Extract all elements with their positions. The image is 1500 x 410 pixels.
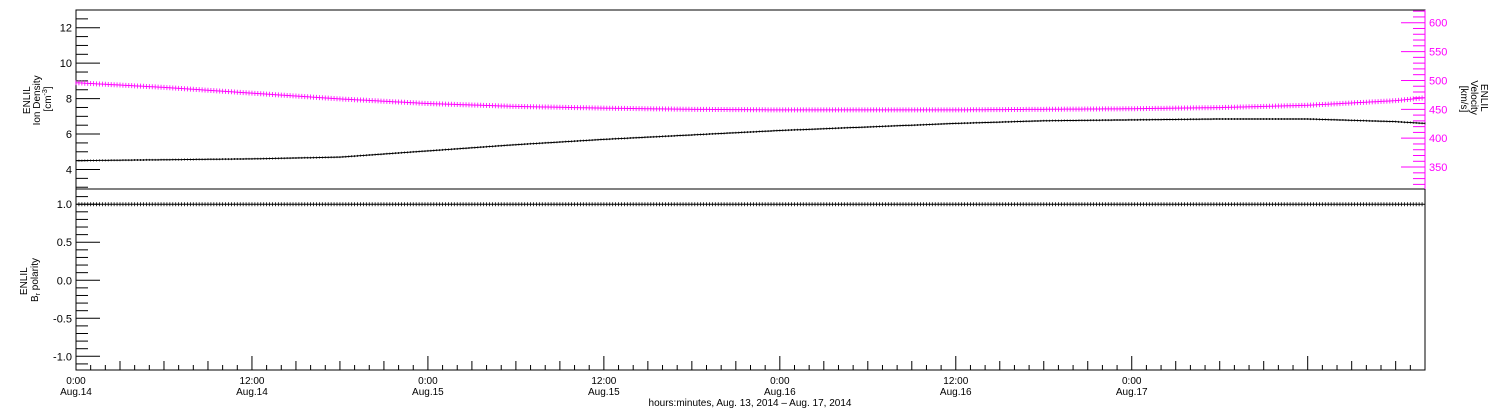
- density-tick-label: 8: [66, 94, 72, 106]
- polarity-axis-label: ENLIL Br polarity: [19, 258, 42, 302]
- polarity-tick-label: -0.5: [53, 313, 72, 325]
- velocity-tick-label: 550: [1429, 47, 1447, 59]
- density-tick-label: 6: [66, 129, 72, 141]
- time-tick-label: 0:00: [66, 376, 86, 387]
- density-tick-label: 10: [60, 58, 72, 70]
- velocity-tick-label: 400: [1429, 133, 1447, 145]
- time-tick-label: 12:00: [943, 376, 968, 387]
- time-tick-label: 0:00: [1122, 376, 1142, 387]
- velocity-series-markers: [75, 80, 1426, 113]
- polarity-axis-ticks: -1.0 -0.5 0.0 0.5 1.0: [53, 196, 100, 365]
- bottom-panel-frame: [75, 188, 1426, 371]
- date-tick-label: Aug.15: [588, 387, 620, 398]
- date-tick-label: Aug.15: [412, 387, 444, 398]
- velocity-tick-label: 450: [1429, 104, 1447, 116]
- velocity-tick-label: 500: [1429, 75, 1447, 87]
- date-tick-label: Aug.16: [940, 387, 972, 398]
- time-tick-label: 12:00: [239, 376, 264, 387]
- date-tick-label: Aug.17: [1116, 387, 1148, 398]
- time-axis-label: hours:minutes, Aug. 13, 2014 – Aug. 17, …: [649, 398, 852, 409]
- polarity-tick-label: 0.5: [57, 237, 72, 249]
- density-series-line: [75, 118, 1426, 162]
- polarity-tick-label: 0.0: [57, 275, 72, 287]
- polarity-tick-label: 1.0: [57, 199, 72, 211]
- date-tick-label: Aug.14: [236, 387, 268, 398]
- time-tick-label: 0:00: [418, 376, 438, 387]
- density-tick-label: 12: [60, 23, 72, 35]
- velocity-axis-ticks: 350 400 450 500 550 600: [1401, 10, 1447, 189]
- polarity-tick-label: -1.0: [53, 351, 72, 363]
- time-tick-label: 0:00: [770, 376, 790, 387]
- time-axis-ticks: 0:00Aug.1412:00Aug.140:00Aug.1512:00Aug.…: [60, 356, 1426, 398]
- polarity-series-markers: [75, 202, 1426, 207]
- density-series-markers: [75, 118, 1426, 162]
- velocity-tick-label: 350: [1429, 162, 1447, 174]
- date-tick-label: Aug.14: [60, 387, 92, 398]
- velocity-tick-label: 600: [1429, 18, 1447, 30]
- date-tick-label: Aug.16: [764, 387, 796, 398]
- velocity-axis-label: ENLIL Velocity [km/s]: [1458, 80, 1489, 117]
- density-axis-label: ENLIL Ion Density [cm-3]: [22, 73, 54, 126]
- top-panel-frame: [75, 9, 1426, 190]
- density-tick-label: 4: [66, 165, 72, 177]
- time-tick-label: 12:00: [591, 376, 616, 387]
- series-layer: [75, 80, 1426, 207]
